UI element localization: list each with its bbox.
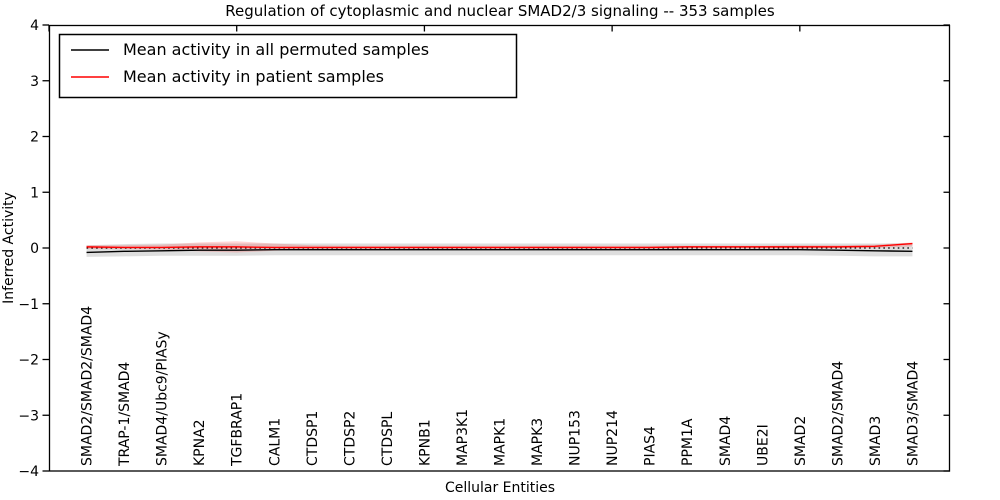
plot-border <box>48 24 951 472</box>
legend-label-permuted: Mean activity in all permuted samples <box>123 40 429 59</box>
y-tick-label: 3 <box>30 74 39 90</box>
series-line-permuted <box>86 248 913 254</box>
x-category-label: PPM1A <box>680 418 696 466</box>
y-tick-label: −3 <box>18 408 39 424</box>
y-tick-label: 4 <box>30 18 39 34</box>
x-category-label: SMAD3 <box>868 416 884 466</box>
x-category-label: MAPK3 <box>530 418 546 466</box>
y-axis-label: Inferred Activity <box>1 192 17 304</box>
x-category-label: CTDSP1 <box>305 411 321 466</box>
x-category-label: SMAD2/SMAD4 <box>830 361 846 466</box>
x-axis-label: Cellular Entities <box>445 480 555 496</box>
x-category-label: KPNB1 <box>417 419 433 466</box>
y-tick-label: 1 <box>30 185 39 201</box>
x-category-label: SMAD2/SMAD2/SMAD4 <box>80 306 96 466</box>
plot-area: 4 3 2 1 0 −1 −2 −3 −4 SMAD2/SMAD2/SMAD4 TRAP-1/SMA… <box>18 18 950 480</box>
x-category-label: PIAS4 <box>643 426 659 466</box>
x-category-label: TRAP-1/SMAD4 <box>117 362 133 467</box>
y-tick-label: −4 <box>18 464 39 480</box>
x-category-label: SMAD3/SMAD4 <box>905 361 921 466</box>
y-tick-label: 0 <box>30 241 39 257</box>
series-line-patient <box>86 242 913 249</box>
x-category-label: NUP153 <box>568 410 584 466</box>
legend-box <box>58 33 518 99</box>
x-category-label: SMAD2 <box>793 416 809 466</box>
y-tick-label: 2 <box>30 130 39 146</box>
x-category-label: SMAD4/Ubc9/PIASy <box>155 331 171 466</box>
x-category-label: MAPK1 <box>493 418 509 466</box>
x-category-label: MAP3K1 <box>455 409 471 466</box>
x-category-label: TGFBRAP1 <box>230 393 246 467</box>
y-tick-label: −2 <box>18 353 39 369</box>
legend-label-patient: Mean activity in patient samples <box>123 67 384 86</box>
x-category-label: UBE2I <box>755 424 771 466</box>
y-tick-label: −1 <box>18 297 39 313</box>
legend: Mean activity in all permuted samples Me… <box>58 33 518 99</box>
x-category-label: CTDSPL <box>380 412 396 466</box>
x-category-label: KPNA2 <box>192 419 208 466</box>
x-category-label: NUP214 <box>605 410 621 466</box>
x-category-label: CTDSP2 <box>342 411 358 466</box>
chart-title: Regulation of cytoplasmic and nuclear SM… <box>225 2 775 20</box>
x-category-label: SMAD4 <box>718 416 734 466</box>
x-category-label: CALM1 <box>267 418 283 466</box>
